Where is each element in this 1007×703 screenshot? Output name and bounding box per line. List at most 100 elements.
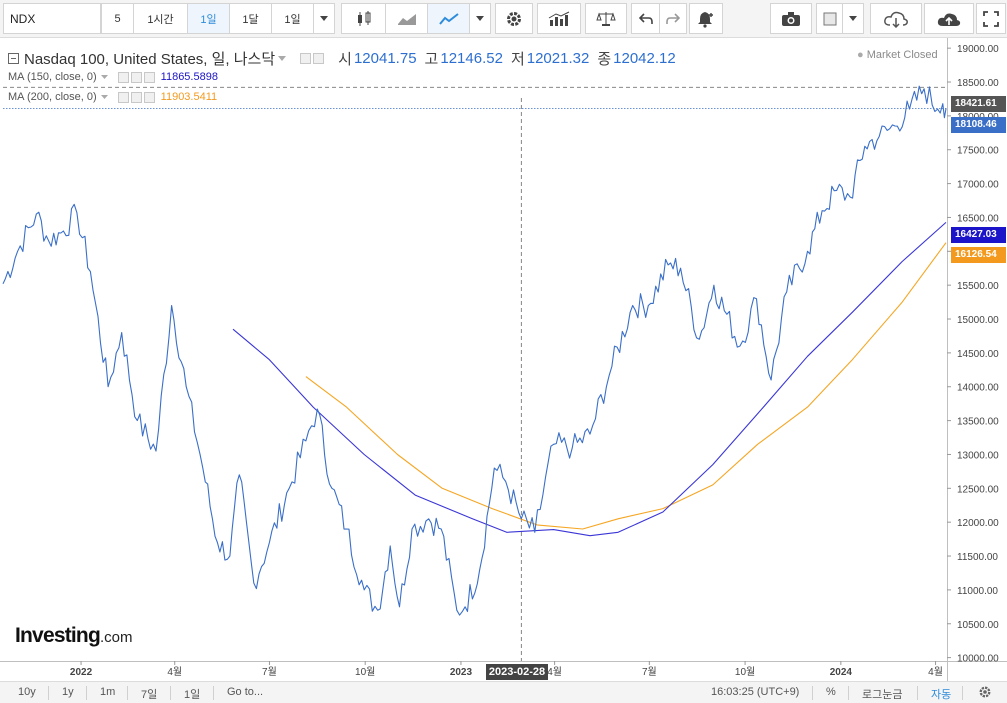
x-tick-label: 2022 [70, 667, 93, 678]
cloud-upload-button[interactable] [924, 3, 974, 34]
ma150-legend: MA (150, close, 0) 11865.5898 [8, 71, 218, 83]
investing-logo: Investing.com [15, 624, 133, 648]
chart-type-dropdown[interactable] [469, 3, 491, 34]
caret-down-icon [476, 16, 484, 21]
price-chart[interactable]: 10000.00 10500.00 11000.00 11500.00 12000.00… [0, 38, 1007, 681]
ma150-label: MA (150, close, 0) [8, 71, 97, 83]
x-tick-label: 7월 [642, 666, 657, 678]
scale-settings-button[interactable] [978, 685, 992, 702]
last-price-tag: 18108.46 [951, 117, 1006, 133]
compare-button[interactable] [585, 3, 627, 34]
separator [48, 686, 49, 700]
auto-scale-toggle[interactable]: 자동 [931, 689, 952, 701]
close-icon[interactable] [143, 91, 155, 103]
gear-icon[interactable] [130, 91, 142, 103]
caret-down-icon[interactable] [278, 56, 287, 61]
x-tick-label: 10월 [355, 666, 375, 678]
open-label: 시 [338, 51, 352, 68]
interval-dropdown-button[interactable] [313, 3, 335, 34]
high-label: 고 [424, 51, 439, 68]
interval-1d-button[interactable]: 1일 [187, 3, 229, 34]
cloud-download-button[interactable] [870, 3, 922, 34]
settings-button[interactable] [495, 3, 533, 34]
y-tick-label: 11000.00 [957, 586, 998, 597]
bottom-bar: 10y 1y 1m 7일 1일 Go to... 16:03:25 (UTC+9… [0, 681, 1007, 703]
y-tick-label: 17000.00 [957, 180, 999, 191]
y-tick-label: 15000.00 [957, 315, 999, 326]
clock-text: 16:03:25 (UTC+9) [711, 686, 800, 698]
range-7d-button[interactable]: 7일 [141, 689, 158, 701]
x-tick-label: 2024 [830, 667, 853, 678]
low-value: 12021.32 [526, 50, 590, 67]
range-10y-button[interactable]: 10y [18, 686, 36, 698]
alert-button[interactable] [689, 3, 723, 34]
line-chart-button[interactable] [427, 3, 469, 34]
symbol-text: NDX [10, 12, 36, 26]
interval-input[interactable]: 5 [101, 3, 133, 34]
goto-button[interactable]: Go to... [227, 686, 264, 698]
undo-icon [638, 12, 653, 24]
x-tick-label: 4월 [547, 666, 562, 678]
x-tick-label: 10월 [735, 666, 755, 678]
y-tick-label: 13000.00 [957, 450, 999, 461]
separator [848, 686, 849, 700]
interval-1mo-label: 1달 [242, 13, 259, 26]
logo-brand: Investing [15, 624, 101, 647]
range-1m-button[interactable]: 1m [100, 686, 116, 698]
screenshot-button[interactable] [770, 3, 812, 34]
symbol-input[interactable]: NDX [3, 3, 101, 34]
fullscreen-icon [983, 10, 999, 27]
caret-down-icon[interactable] [100, 95, 108, 99]
caret-down-icon[interactable] [100, 75, 108, 79]
eye-icon[interactable] [117, 91, 129, 103]
close-icon[interactable] [143, 71, 155, 83]
ma200-label: MA (200, close, 0) [8, 91, 97, 103]
ma200-tools [117, 91, 155, 103]
market-status: ● Market Closed [857, 49, 938, 61]
gear-icon[interactable] [313, 53, 325, 64]
separator [86, 686, 87, 700]
interval-1h-button[interactable]: 1시간 [133, 3, 187, 34]
log-scale-toggle[interactable]: 로그눈금 [862, 689, 903, 701]
bell-plus-icon [698, 11, 713, 28]
eye-icon[interactable] [300, 53, 312, 64]
separator [170, 686, 171, 700]
range-1d-button[interactable]: 1일 [184, 689, 201, 701]
ma200-value: 11903.5411 [160, 91, 218, 103]
x-tick-label: 4월 [167, 666, 182, 678]
percent-toggle[interactable]: % [826, 686, 836, 698]
color-dropdown-button[interactable] [842, 3, 864, 34]
fullscreen-button[interactable] [976, 3, 1006, 34]
indicators-button[interactable] [537, 3, 581, 34]
y-tick-label: 10500.00 [957, 620, 999, 631]
close-value: 12042.12 [613, 50, 676, 67]
cloud-upload-icon [937, 13, 961, 26]
eye-icon[interactable] [117, 71, 129, 83]
gear-icon [507, 11, 521, 26]
interval-1d-alt-button[interactable]: 1일 [271, 3, 313, 34]
area-chart-button[interactable] [385, 3, 427, 34]
x-tick-label: 2023 [450, 667, 473, 678]
range-1y-button[interactable]: 1y [62, 686, 74, 698]
redo-icon [666, 12, 680, 24]
ma150-value: 11865.5898 [160, 71, 218, 83]
undo-button[interactable] [631, 3, 659, 34]
interval-value: 5 [114, 12, 121, 25]
candle-chart-button[interactable] [341, 3, 385, 34]
high-value: 12146.52 [440, 50, 503, 67]
interval-1h-label: 1시간 [147, 13, 174, 26]
y-tick-label: 11500.00 [957, 552, 998, 563]
gear-icon[interactable] [130, 71, 142, 83]
collapse-legend-icon[interactable] [8, 53, 19, 64]
line-chart-icon [438, 12, 459, 25]
close-label: 종 [597, 51, 612, 68]
ma200-series-line [305, 242, 947, 530]
redo-button[interactable] [659, 3, 687, 34]
high-line-price-tag: 18421.61 [951, 96, 1006, 112]
separator [127, 686, 128, 700]
nasdaq100-price-line [2, 85, 947, 616]
color-box-button[interactable] [816, 3, 842, 34]
interval-1mo-button[interactable]: 1달 [229, 3, 271, 34]
y-tick-label: 13500.00 [957, 417, 999, 428]
ma200-legend: MA (200, close, 0) 11903.5411 [8, 91, 217, 103]
